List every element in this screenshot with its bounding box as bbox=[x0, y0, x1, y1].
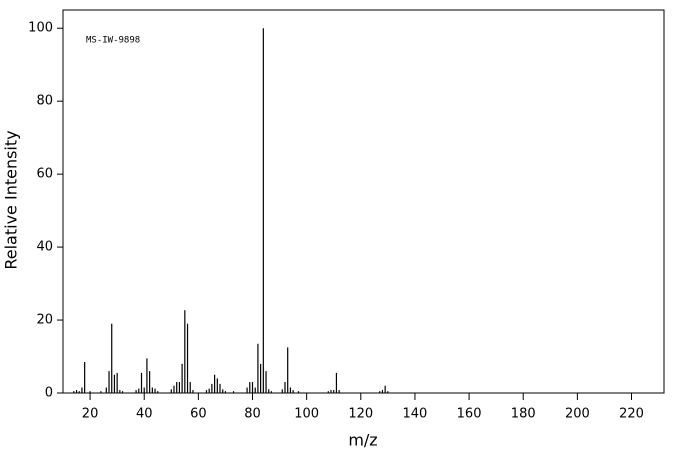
y-tick-label: 60 bbox=[36, 167, 53, 182]
x-tick-label: 60 bbox=[190, 407, 207, 422]
x-tick-label: 120 bbox=[348, 407, 373, 422]
y-tick-label: 100 bbox=[28, 21, 53, 36]
y-tick-label: 0 bbox=[45, 386, 53, 401]
x-tick-label: 20 bbox=[82, 407, 99, 422]
y-tick-label: 80 bbox=[36, 94, 53, 109]
x-tick-label: 100 bbox=[294, 407, 319, 422]
x-tick-label: 160 bbox=[457, 407, 482, 422]
x-axis-label: m/z bbox=[348, 431, 377, 450]
x-tick-label: 180 bbox=[511, 407, 536, 422]
annotation: MS-IW-9898 bbox=[86, 36, 140, 46]
x-tick-label: 220 bbox=[619, 407, 644, 422]
x-tick-label: 140 bbox=[403, 407, 428, 422]
y-tick-label: 40 bbox=[36, 240, 53, 255]
y-axis-label: Relative Intensity bbox=[2, 130, 21, 269]
x-tick-label: 80 bbox=[244, 407, 261, 422]
x-tick-label: 200 bbox=[565, 407, 590, 422]
y-tick-label: 20 bbox=[36, 313, 53, 328]
x-tick-label: 40 bbox=[136, 407, 153, 422]
plot-frame bbox=[62, 9, 665, 394]
